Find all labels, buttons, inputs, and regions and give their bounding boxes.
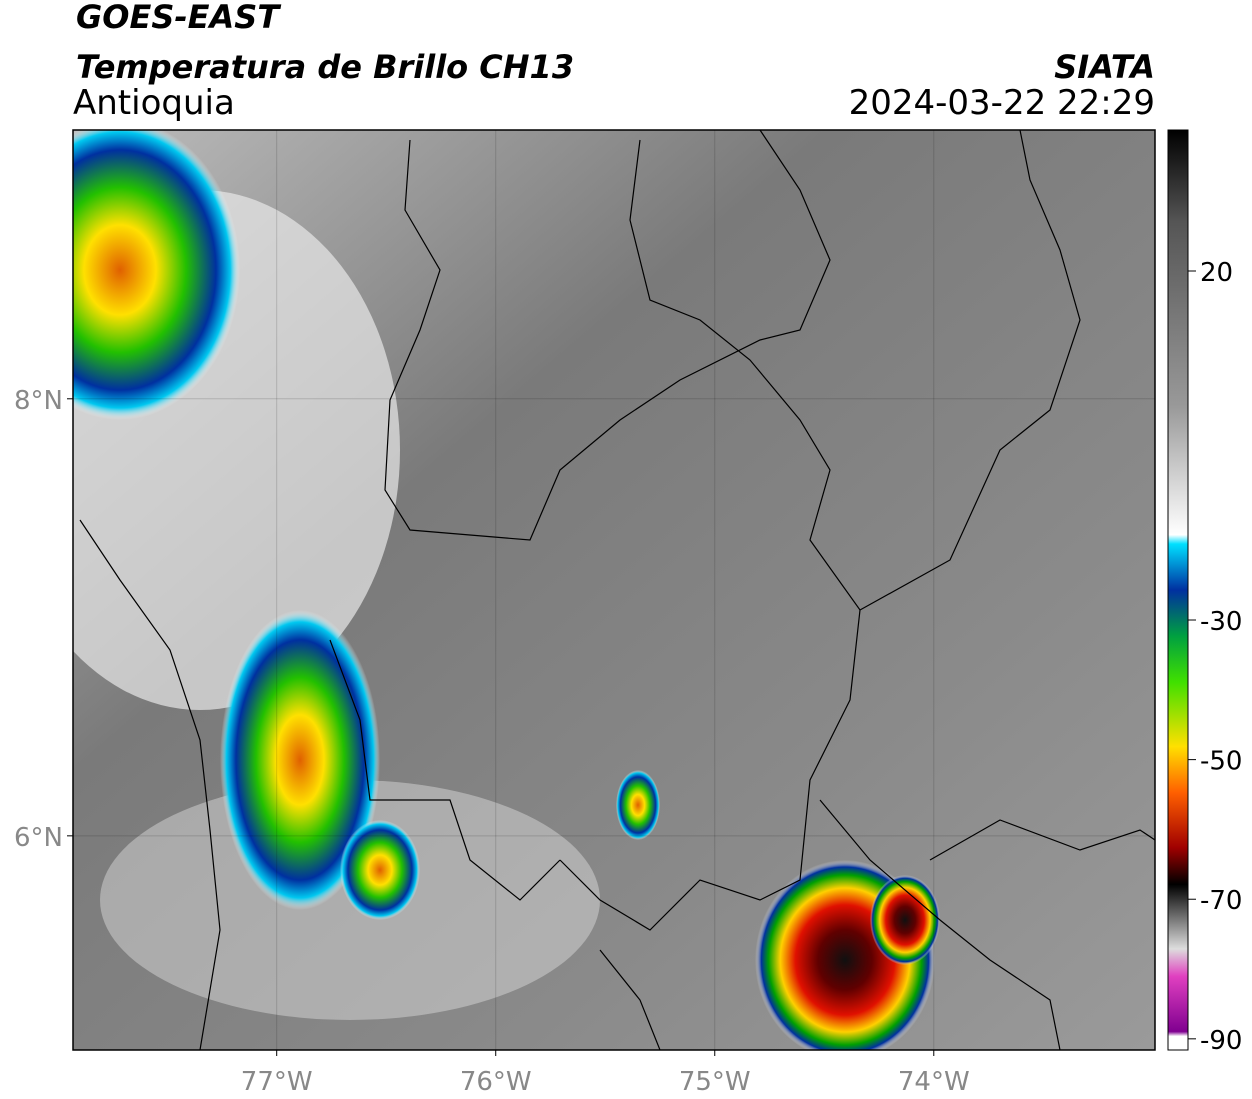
x-tick-label: 75°W xyxy=(679,1067,751,1097)
map-image xyxy=(73,130,1155,1050)
colorbar-tick-label: -50 xyxy=(1200,747,1242,777)
colorbar-tick-label: -70 xyxy=(1200,886,1242,916)
colorbar-tick-label: 20 xyxy=(1200,258,1233,288)
source: SIATA xyxy=(1054,48,1155,86)
y-tick-label: 8°N xyxy=(14,386,63,416)
y-tick-label: 6°N xyxy=(14,823,63,853)
datetime: 2024-03-22 22:29 xyxy=(849,83,1155,123)
colorbar-tick-label: -90 xyxy=(1200,1026,1242,1056)
subtitle: Temperatura de Brillo CH13 xyxy=(76,48,574,86)
colorbar-tick-label: -30 xyxy=(1200,607,1242,637)
x-tick-label: 74°W xyxy=(898,1067,970,1097)
colorbar xyxy=(1167,129,1189,1051)
map-frame xyxy=(72,129,1156,1051)
x-tick-label: 76°W xyxy=(460,1067,532,1097)
region: Antioquia xyxy=(73,83,235,123)
title: GOES-EAST xyxy=(76,0,281,36)
x-tick-label: 77°W xyxy=(241,1067,313,1097)
